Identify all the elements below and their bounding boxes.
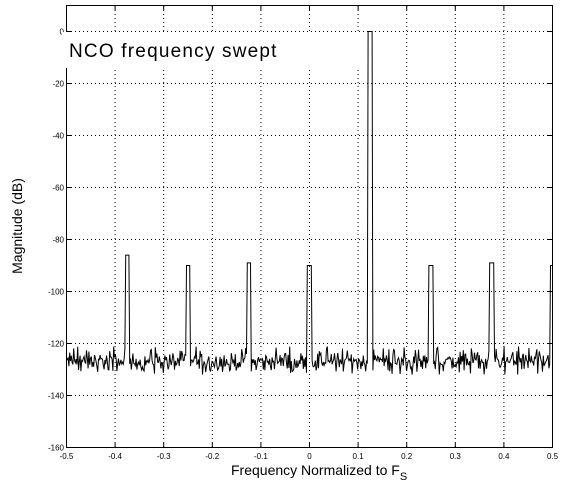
x-tick-label: -0.4 [108,452,122,461]
x-axis-label-main: Frequency Normalized to F [231,462,400,478]
y-tick-label: -100 [48,288,65,297]
x-axis-label: Frequency Normalized to FS [231,462,407,483]
x-tick-label: -0.5 [60,452,74,461]
x-tick-label: 0.5 [547,452,559,461]
annotation-background [62,32,362,68]
y-tick-label: -140 [48,392,65,401]
x-tick-label: -0.1 [254,452,268,461]
spectrum-trace [66,31,553,375]
x-tick-label: 0.4 [498,452,510,461]
y-tick-label: -160 [48,444,65,453]
grid-lines [67,6,552,447]
y-tick-label: -20 [52,80,64,89]
y-tick-label: -120 [48,340,65,349]
x-axis-label-subscript: S [400,471,407,483]
x-tick-label: -0.2 [205,452,219,461]
y-tick-label: -40 [52,132,64,141]
y-tick-label: -80 [52,236,64,245]
y-tick-label: -60 [52,184,64,193]
x-tick-label: 0.3 [450,452,462,461]
axis-ticks: -0.5 -0.4 -0.3 -0.2 -0.1 0 0.1 0.2 0.3 0.4 0.50-20… [48,6,559,461]
x-tick-label: 0.1 [353,452,365,461]
plot-frame [66,5,553,448]
x-tick-label: -0.3 [157,452,171,461]
x-tick-label: 0 [307,452,312,461]
annotation-text: NCO frequency swept [69,41,278,62]
y-axis-label: Magnitude (dB) [9,178,25,274]
x-tick-label: 0.2 [401,452,413,461]
